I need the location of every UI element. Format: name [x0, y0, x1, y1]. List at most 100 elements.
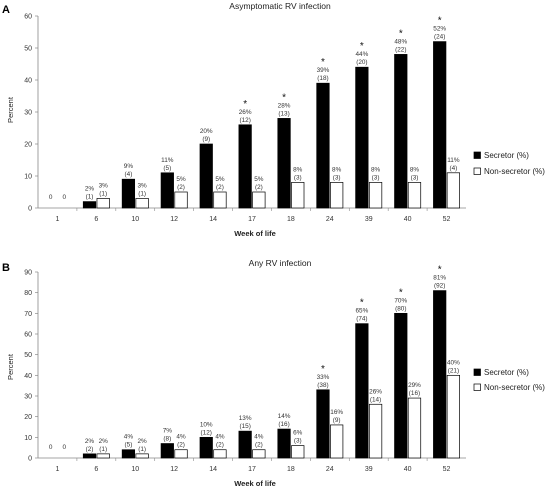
non-secretor-bar: [368, 182, 383, 209]
secretor-count-label: (2): [86, 446, 94, 453]
non-secretor-bar: [213, 449, 227, 459]
x-tick-label: 12: [170, 216, 178, 223]
non-secretor-count-label: (14): [370, 396, 381, 403]
x-tick-label: 14: [209, 216, 217, 223]
secretor-count-label: (20): [356, 59, 367, 66]
legend-swatch-secretor: [473, 151, 481, 159]
non-secretor-bar: [252, 449, 266, 459]
non-secretor-pct-label: 4%: [215, 434, 225, 441]
non-secretor-pct-label: 26%: [369, 388, 382, 395]
secretor-pct-label: 9%: [124, 163, 134, 170]
secretor-count-label: (92): [434, 283, 445, 290]
non-secretor-pct-label: 5%: [215, 176, 225, 183]
y-tick-label: 20: [24, 414, 32, 421]
y-tick-label: 80: [24, 290, 32, 297]
significance-star: *: [438, 16, 442, 27]
chart-title: Asymptomatic RV infection: [229, 1, 331, 11]
non-secretor-bar: [330, 182, 344, 209]
secretor-bar: [355, 323, 369, 459]
x-tick-label: 12: [170, 466, 178, 473]
y-tick-label: 40: [24, 78, 32, 85]
chart-legend: Secretor (%) Non-secretor (%): [473, 151, 545, 176]
panel-label: B: [2, 262, 10, 274]
secretor-bar: [82, 453, 97, 459]
panel-label: A: [2, 4, 10, 16]
secretor-bar: [394, 54, 408, 209]
non-secretor-count-label: (2): [255, 184, 263, 191]
legend-swatch-non-secretor: [473, 167, 481, 175]
secretor-count-label: (22): [395, 46, 406, 53]
secretor-count-label: (12): [201, 429, 212, 436]
legend-label-non-secretor: Non-secretor (%): [484, 167, 545, 176]
non-secretor-pct-label: 8%: [410, 166, 420, 173]
secretor-pct-label: 11%: [161, 157, 174, 164]
non-secretor-count-label: (2): [216, 442, 224, 449]
y-tick-label: 30: [24, 394, 32, 401]
non-secretor-count-label: (3): [294, 174, 302, 181]
x-tick-label: 24: [326, 216, 334, 223]
non-secretor-count-label: (9): [333, 417, 341, 424]
non-secretor-bar: [252, 191, 266, 209]
non-secretor-count-label: (4): [449, 165, 457, 172]
significance-star: *: [438, 265, 442, 276]
secretor-bar: [199, 436, 213, 459]
non-secretor-count-label: (1): [138, 446, 146, 453]
x-tick-label: 14: [209, 466, 217, 473]
legend-label-secretor: Secretor (%): [484, 151, 529, 160]
secretor-count-label: (5): [163, 165, 171, 172]
non-secretor-count-label: (21): [448, 367, 459, 374]
non-secretor-pct-label: 2%: [99, 438, 109, 445]
non-secretor-count-label: (3): [333, 174, 341, 181]
non-secretor-bar: [174, 191, 188, 209]
non-secretor-count-label: (3): [411, 174, 419, 181]
significance-star: *: [282, 92, 286, 103]
x-tick-label: 18: [287, 216, 295, 223]
secretor-bar: [199, 143, 213, 209]
x-tick-label: 39: [365, 466, 373, 473]
non-secretor-bar: [291, 445, 305, 459]
secretor-pct-label: 14%: [278, 413, 291, 420]
non-secretor-bar: [368, 403, 383, 459]
non-secretor-bar: [407, 182, 422, 209]
x-tick-label: 6: [94, 466, 98, 473]
non-secretor-bar: [135, 198, 149, 209]
non-secretor-count-label: (3): [372, 174, 380, 181]
secretor-pct-label: 0: [49, 194, 53, 201]
x-tick-label: 1: [56, 466, 60, 473]
y-tick-label: 10: [24, 435, 32, 442]
secretor-pct-label: 39%: [317, 67, 330, 74]
significance-star: *: [321, 57, 325, 68]
x-tick-label: 10: [131, 466, 139, 473]
non-secretor-pct-label: 8%: [371, 166, 381, 173]
non-secretor-pct-label: 0: [63, 194, 67, 201]
non-secretor-count-label: (2): [255, 442, 263, 449]
x-tick-label: 52: [443, 216, 451, 223]
secretor-pct-label: 13%: [239, 415, 252, 422]
secretor-bar: [277, 118, 291, 209]
non-secretor-pct-label: 8%: [293, 166, 303, 173]
non-secretor-bar: [407, 397, 422, 459]
legend-swatch-non-secretor: [473, 383, 481, 391]
secretor-count-label: (9): [202, 136, 210, 143]
secretor-pct-label: 4%: [124, 434, 134, 441]
secretor-bar: [277, 428, 291, 459]
x-tick-label: 6: [94, 216, 98, 223]
secretor-pct-label: 52%: [433, 26, 446, 33]
non-secretor-count-label: (2): [216, 184, 224, 191]
y-tick-label: 60: [24, 332, 32, 339]
x-tick-label: 40: [404, 466, 412, 473]
non-secretor-pct-label: 5%: [176, 176, 186, 183]
legend-label-secretor: Secretor (%): [484, 368, 529, 377]
non-secretor-count-label: (2): [177, 442, 185, 449]
y-tick-label: 70: [24, 311, 32, 318]
y-tick-label: 20: [24, 142, 32, 149]
x-axis-label: Week of life: [234, 229, 276, 238]
non-secretor-bar: [96, 198, 110, 209]
secretor-count-label: (80): [395, 305, 406, 312]
significance-star: *: [360, 298, 364, 309]
secretor-pct-label: 81%: [433, 275, 446, 282]
secretor-bar: [238, 124, 252, 209]
y-tick-label: 90: [24, 270, 32, 277]
y-tick-label: 10: [24, 174, 32, 181]
secretor-count-label: (5): [125, 442, 133, 449]
